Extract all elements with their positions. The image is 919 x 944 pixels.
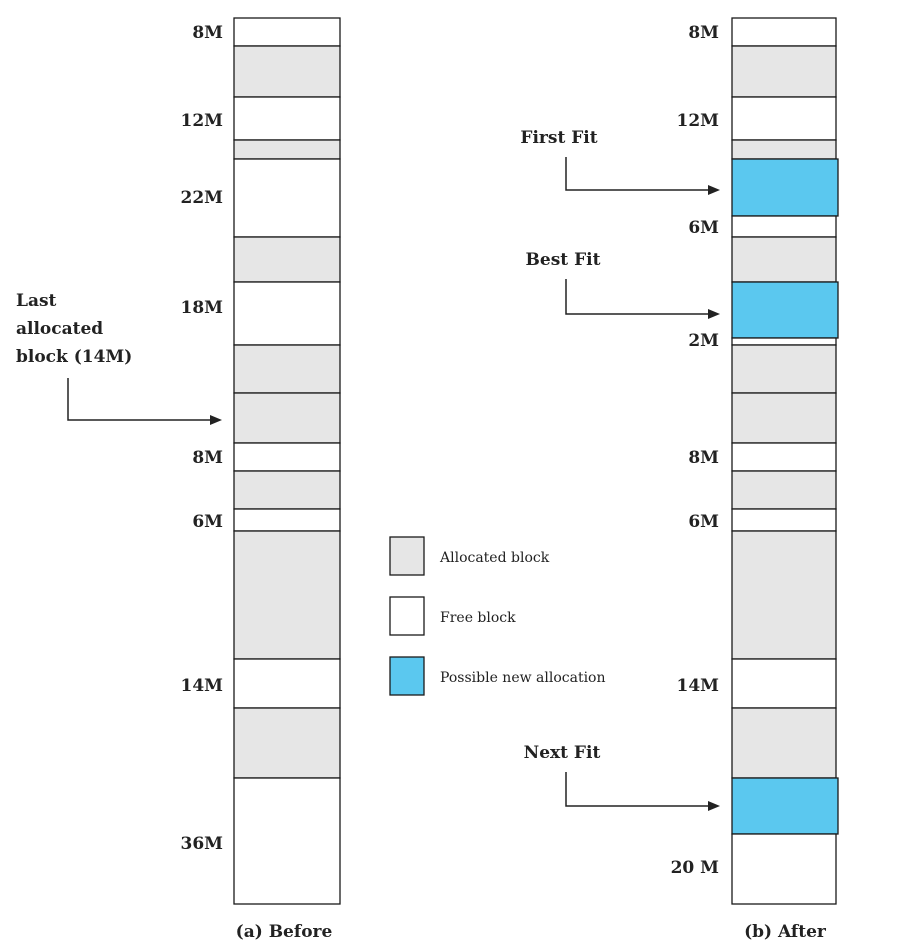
legend-new-allocation-swatch: [389, 656, 425, 696]
after-size-label-5: 6M: [688, 218, 719, 238]
last-allocated-arrowhead: [210, 415, 222, 425]
first-fit-arrow: [565, 157, 710, 191]
before-block-15-free: [233, 777, 341, 905]
before-block-0-free: [233, 17, 341, 47]
legend-free-label: Free block: [440, 610, 516, 626]
after-block-10-allocated: [731, 392, 837, 444]
after-block-13-free: [731, 508, 837, 532]
first-fit-arrowhead: [708, 185, 720, 195]
after-size-label-15: 14M: [677, 676, 720, 696]
before-block-9-free: [233, 442, 341, 472]
last-allocated-label-line-1: Last: [16, 291, 57, 311]
after-block-4-new: [731, 158, 839, 217]
after-block-3-allocated: [731, 139, 837, 160]
before-block-12-allocated: [233, 530, 341, 660]
after-block-11-free: [731, 442, 837, 472]
next-fit-label: Next Fit: [524, 743, 601, 763]
after-size-labels: 8M 12M 6M 2M 8M 6M 14M 20 M: [671, 23, 720, 878]
before-block-6-free: [233, 281, 341, 346]
after-block-16-allocated: [731, 707, 837, 779]
after-size-label-2: 12M: [677, 111, 720, 131]
before-block-14-allocated: [233, 707, 341, 779]
after-block-18-free: [731, 833, 837, 905]
best-fit-label: Best Fit: [526, 250, 601, 270]
before-size-labels: 8M 12M 22M 18M 8M 6M 14M 36M: [181, 23, 224, 854]
legend-allocated-label: Allocated block: [439, 550, 550, 566]
after-block-17-new: [731, 777, 839, 835]
before-block-5-allocated: [233, 236, 341, 283]
last-allocated-label-line-3: block (14M): [16, 347, 132, 367]
after-block-14-allocated: [731, 530, 837, 660]
first-fit-pointer: First Fit: [520, 128, 720, 195]
after-block-12-allocated: [731, 470, 837, 510]
before-column: 8M 12M 22M 18M 8M 6M 14M 36M (a) Before: [181, 17, 341, 942]
before-size-label-0: 8M: [192, 23, 223, 43]
legend-new-allocation-label: Possible new allocation: [440, 670, 606, 686]
after-block-7-new: [731, 281, 839, 339]
before-caption: (a) Before: [236, 922, 333, 942]
before-blocks: [233, 17, 341, 905]
next-fit-pointer: Next Fit: [524, 743, 720, 811]
after-block-15-free: [731, 658, 837, 709]
next-fit-arrowhead: [708, 801, 720, 811]
after-block-6-allocated: [731, 236, 837, 283]
legend: Allocated block Free block Possible new …: [389, 536, 606, 696]
before-block-7-allocated: [233, 344, 341, 394]
legend-free-swatch: [389, 596, 425, 636]
before-block-1-allocated: [233, 45, 341, 98]
before-block-8-allocated: [233, 392, 341, 444]
before-size-label-9: 8M: [192, 448, 223, 468]
before-size-label-13: 14M: [181, 676, 224, 696]
legend-allocated-swatch: [389, 536, 425, 576]
best-fit-arrowhead: [708, 309, 720, 319]
after-size-label-13: 6M: [688, 512, 719, 532]
before-block-13-free: [233, 658, 341, 709]
last-allocated-pointer: Last allocated block (14M): [16, 291, 222, 425]
before-size-label-4: 22M: [181, 188, 224, 208]
last-allocated-arrow: [67, 378, 212, 421]
before-block-4-free: [233, 158, 341, 238]
before-size-label-15: 36M: [181, 834, 224, 854]
after-blocks: [731, 17, 839, 905]
after-block-2-free: [731, 96, 837, 141]
last-allocated-label-line-2: allocated: [16, 319, 103, 339]
after-block-1-allocated: [731, 45, 837, 98]
after-block-5-free: [731, 215, 837, 238]
before-size-label-11: 6M: [192, 512, 223, 532]
before-block-11-free: [233, 508, 341, 532]
after-size-label-0: 8M: [688, 23, 719, 43]
after-block-0-free: [731, 17, 837, 47]
best-fit-pointer: Best Fit: [526, 250, 720, 319]
before-size-label-2: 12M: [181, 111, 224, 131]
before-block-2-free: [233, 96, 341, 141]
before-block-10-allocated: [233, 470, 341, 510]
best-fit-arrow: [565, 279, 710, 315]
after-block-8-free: [731, 337, 837, 346]
after-size-label-11: 8M: [688, 448, 719, 468]
after-caption: (b) After: [744, 922, 827, 942]
before-size-label-6: 18M: [181, 298, 224, 318]
after-block-9-allocated: [731, 344, 837, 394]
next-fit-arrow: [565, 772, 710, 807]
after-column: 8M 12M 6M 2M 8M 6M 14M 20 M (b) After: [671, 17, 839, 942]
after-size-label-18: 20 M: [671, 858, 720, 878]
before-block-3-allocated: [233, 139, 341, 160]
after-size-label-8: 2M: [688, 331, 719, 351]
first-fit-label: First Fit: [520, 128, 597, 148]
